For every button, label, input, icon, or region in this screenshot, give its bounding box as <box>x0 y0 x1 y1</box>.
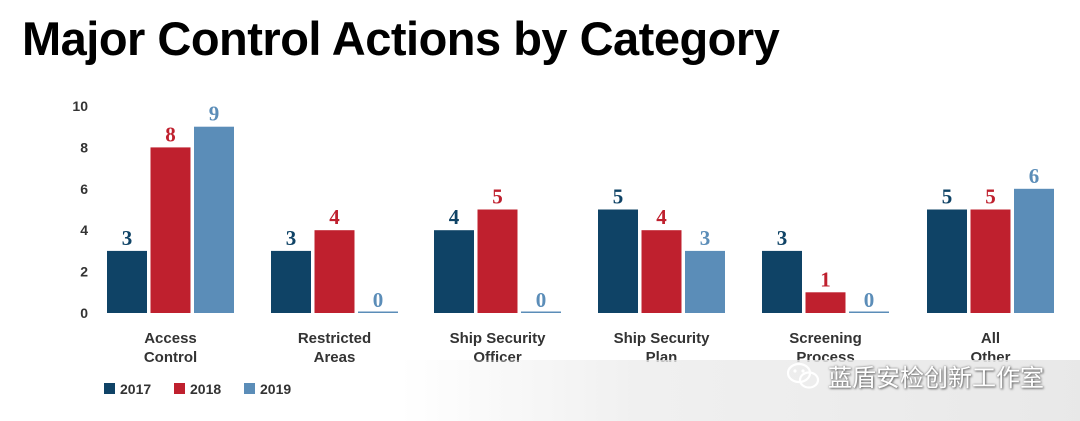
data-label: 4 <box>329 205 340 229</box>
data-label: 3 <box>777 226 788 250</box>
data-label: 0 <box>536 288 547 312</box>
legend-swatch-2018 <box>174 383 185 394</box>
bar-2017-1 <box>271 250 311 313</box>
data-label: 5 <box>942 185 953 209</box>
bar-2018-3 <box>641 230 682 313</box>
x-tick-label: Screening <box>789 330 862 347</box>
data-label: 5 <box>492 185 503 209</box>
y-tick-label: 4 <box>80 222 88 238</box>
y-tick-label: 10 <box>72 98 88 114</box>
bar-2017-4 <box>762 250 802 313</box>
data-label: 1 <box>820 267 831 291</box>
data-label: 0 <box>864 288 875 312</box>
data-label: 5 <box>985 185 996 209</box>
chart-title: Major Control Actions by Category <box>22 12 780 65</box>
wechat-icon <box>786 362 820 389</box>
bar-2019-5 <box>1014 188 1054 313</box>
data-label: 4 <box>449 205 460 229</box>
watermark-band <box>400 360 1080 421</box>
bars-group: 3 3 4 5 3 5 8 4 5 4 1 5 9 0 0 3 0 6 <box>107 102 1054 313</box>
bar-2017-3 <box>598 209 638 313</box>
watermark: 蓝盾安检创新工作室 <box>786 358 1044 393</box>
data-label: 9 <box>209 102 220 126</box>
legend-label-2019: 2019 <box>260 381 291 397</box>
legend-label-2018: 2018 <box>190 381 221 397</box>
data-label: 5 <box>613 185 624 209</box>
bar-2019-3 <box>685 250 725 313</box>
legend: 2017 2018 2019 <box>104 381 291 397</box>
bar-2018-2 <box>477 209 518 313</box>
data-label: 6 <box>1029 164 1040 188</box>
bar-2018-5 <box>970 209 1011 313</box>
y-tick-label: 6 <box>80 181 88 197</box>
x-tick-label: Areas <box>314 349 356 366</box>
bar-2018-1 <box>314 230 355 313</box>
y-tick-label: 8 <box>80 139 88 155</box>
bar-2018-4 <box>805 292 846 313</box>
y-tick-label: 2 <box>80 264 88 280</box>
x-tick-label: Access <box>144 330 197 347</box>
data-label: 4 <box>656 205 667 229</box>
watermark-text: 蓝盾安检创新工作室 <box>828 364 1044 392</box>
bar-2018-0 <box>150 147 191 313</box>
bar-2019-1 <box>358 311 398 313</box>
bar-2019-2 <box>521 311 561 313</box>
data-label: 8 <box>165 122 176 146</box>
bar-2017-0 <box>107 250 147 313</box>
y-tick-label: 0 <box>80 305 88 321</box>
data-label: 3 <box>122 226 133 250</box>
data-label: 0 <box>373 288 384 312</box>
data-label: 3 <box>700 226 711 250</box>
legend-swatch-2019 <box>244 383 255 394</box>
legend-label-2017: 2017 <box>120 381 151 397</box>
x-tick-label: Ship Security <box>450 330 547 347</box>
bar-2019-0 <box>194 126 234 313</box>
bar-2019-4 <box>849 311 889 313</box>
x-tick-label: Restricted <box>298 330 371 347</box>
x-tick-label: Control <box>144 349 197 366</box>
legend-swatch-2017 <box>104 383 115 394</box>
x-tick-label: Ship Security <box>614 330 711 347</box>
bar-2017-5 <box>927 209 967 313</box>
x-tick-label: All <box>981 330 1000 347</box>
data-label: 3 <box>286 226 297 250</box>
y-axis: 0 2 4 6 8 10 <box>72 98 88 321</box>
bar-2017-2 <box>434 230 474 313</box>
